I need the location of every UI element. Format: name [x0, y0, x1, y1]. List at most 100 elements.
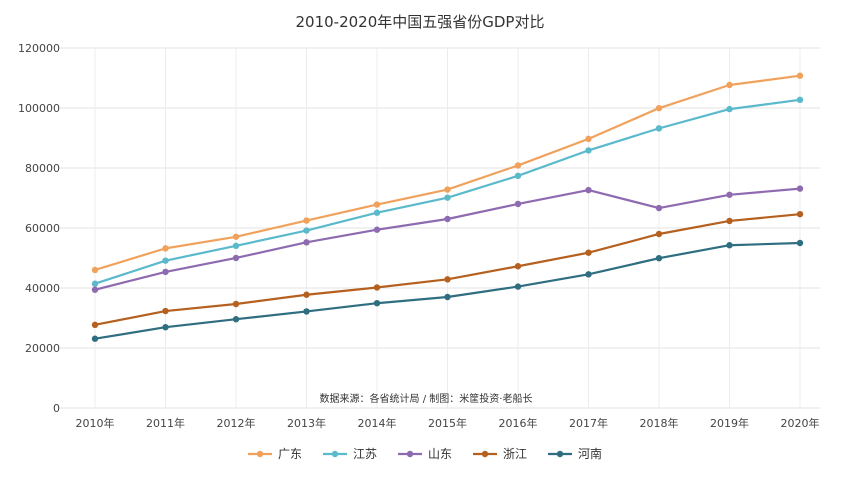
data-point[interactable] — [585, 249, 592, 256]
data-point[interactable] — [444, 194, 451, 201]
data-point[interactable] — [303, 239, 310, 246]
data-point[interactable] — [162, 268, 169, 276]
data-point[interactable] — [232, 316, 240, 323]
legend-item[interactable]: 浙江 — [473, 447, 527, 461]
data-point[interactable] — [91, 321, 99, 329]
data-point[interactable] — [444, 215, 451, 223]
x-tick-label: 2017年 — [569, 416, 608, 430]
y-tick-label: 60000 — [25, 222, 60, 235]
data-point[interactable] — [162, 307, 169, 315]
data-point[interactable] — [232, 242, 240, 250]
x-tick-label: 2011年 — [146, 416, 185, 430]
y-tick-label: 120000 — [18, 42, 60, 55]
data-point[interactable] — [232, 254, 240, 262]
data-point[interactable] — [373, 299, 381, 307]
x-tick-label: 2018年 — [640, 416, 679, 430]
data-point[interactable] — [796, 185, 804, 192]
legend-label: 河南 — [578, 446, 602, 461]
legend-swatch-marker — [406, 450, 414, 458]
data-point[interactable] — [726, 105, 733, 113]
legend-label: 广东 — [278, 447, 302, 461]
series-layer — [91, 72, 804, 342]
x-tick-label: 2015年 — [428, 416, 467, 430]
x-tick-label: 2020年 — [781, 416, 820, 430]
x-tick-label: 2019年 — [710, 416, 749, 430]
legend-item[interactable]: 山东 — [398, 447, 452, 461]
legend-label: 山东 — [428, 447, 452, 461]
legend-swatch-marker — [331, 450, 339, 458]
data-point[interactable] — [303, 308, 310, 315]
grid-layer — [60, 47, 820, 409]
data-point[interactable] — [303, 217, 310, 224]
data-point[interactable] — [514, 283, 522, 290]
axis-layer: 0 20000 40000 60000 80000 100000 120000 2010年 20… — [18, 42, 820, 430]
data-point[interactable] — [514, 200, 522, 208]
data-point[interactable] — [162, 324, 169, 331]
data-point[interactable] — [514, 263, 522, 270]
data-point[interactable] — [726, 242, 733, 249]
legend-swatch-marker — [256, 450, 264, 458]
data-point[interactable] — [162, 245, 169, 252]
data-point[interactable] — [655, 204, 663, 212]
x-tick-label: 2016年 — [499, 416, 538, 430]
data-point[interactable] — [585, 147, 592, 154]
data-point[interactable] — [655, 125, 663, 132]
data-point[interactable] — [655, 230, 663, 238]
data-point[interactable] — [585, 135, 592, 143]
series-3 — [91, 185, 804, 293]
x-tick-label: 2012年 — [217, 416, 256, 430]
data-point[interactable] — [373, 284, 381, 291]
series-2 — [91, 96, 804, 287]
data-point[interactable] — [726, 81, 733, 89]
x-tick-label: 2010年 — [76, 416, 115, 430]
legend-swatch-marker — [556, 450, 564, 458]
y-tick-label: 0 — [53, 402, 60, 415]
x-tick-label: 2013年 — [287, 416, 326, 430]
data-point[interactable] — [585, 271, 592, 278]
series-1 — [91, 72, 804, 274]
data-point[interactable] — [303, 227, 310, 234]
x-tick-label: 2014年 — [358, 416, 397, 430]
y-tick-label: 80000 — [25, 162, 60, 175]
data-point[interactable] — [162, 257, 169, 264]
data-point[interactable] — [232, 233, 240, 240]
data-point[interactable] — [796, 210, 804, 218]
data-point[interactable] — [444, 293, 451, 301]
y-tick-label: 100000 — [18, 102, 60, 115]
data-point[interactable] — [444, 276, 451, 283]
data-point[interactable] — [91, 335, 99, 342]
data-point[interactable] — [91, 266, 99, 274]
data-point[interactable] — [655, 254, 663, 262]
data-point[interactable] — [514, 172, 522, 180]
y-tick-label: 40000 — [25, 282, 60, 295]
data-point[interactable] — [303, 291, 310, 298]
y-tick-label: 20000 — [25, 342, 60, 355]
data-point[interactable] — [796, 72, 804, 79]
data-point[interactable] — [796, 239, 804, 247]
data-point[interactable] — [655, 104, 663, 112]
data-point[interactable] — [232, 300, 240, 308]
data-point[interactable] — [91, 280, 99, 287]
series-4 — [91, 210, 804, 329]
legend-item[interactable]: 江苏 — [323, 447, 377, 461]
data-point[interactable] — [726, 217, 733, 225]
data-point[interactable] — [91, 286, 99, 293]
data-point[interactable] — [514, 162, 522, 169]
data-point[interactable] — [373, 209, 381, 216]
source-note: 数据来源：各省统计局 / 制图：米筐投资·老船长 — [320, 392, 533, 405]
chart-title: 2010-2020年中国五强省份GDP对比 — [296, 13, 545, 31]
data-point[interactable] — [796, 96, 804, 104]
data-point[interactable] — [373, 201, 381, 208]
legend: 广东 江苏 山东 浙江 河南 — [248, 446, 602, 461]
legend-item[interactable]: 广东 — [248, 447, 302, 461]
legend-item[interactable]: 河南 — [548, 446, 602, 461]
data-point[interactable] — [585, 186, 592, 194]
legend-label: 浙江 — [503, 447, 527, 461]
data-point[interactable] — [444, 186, 451, 193]
legend-swatch-marker — [481, 450, 489, 458]
data-point[interactable] — [373, 226, 381, 233]
data-point[interactable] — [726, 191, 733, 198]
